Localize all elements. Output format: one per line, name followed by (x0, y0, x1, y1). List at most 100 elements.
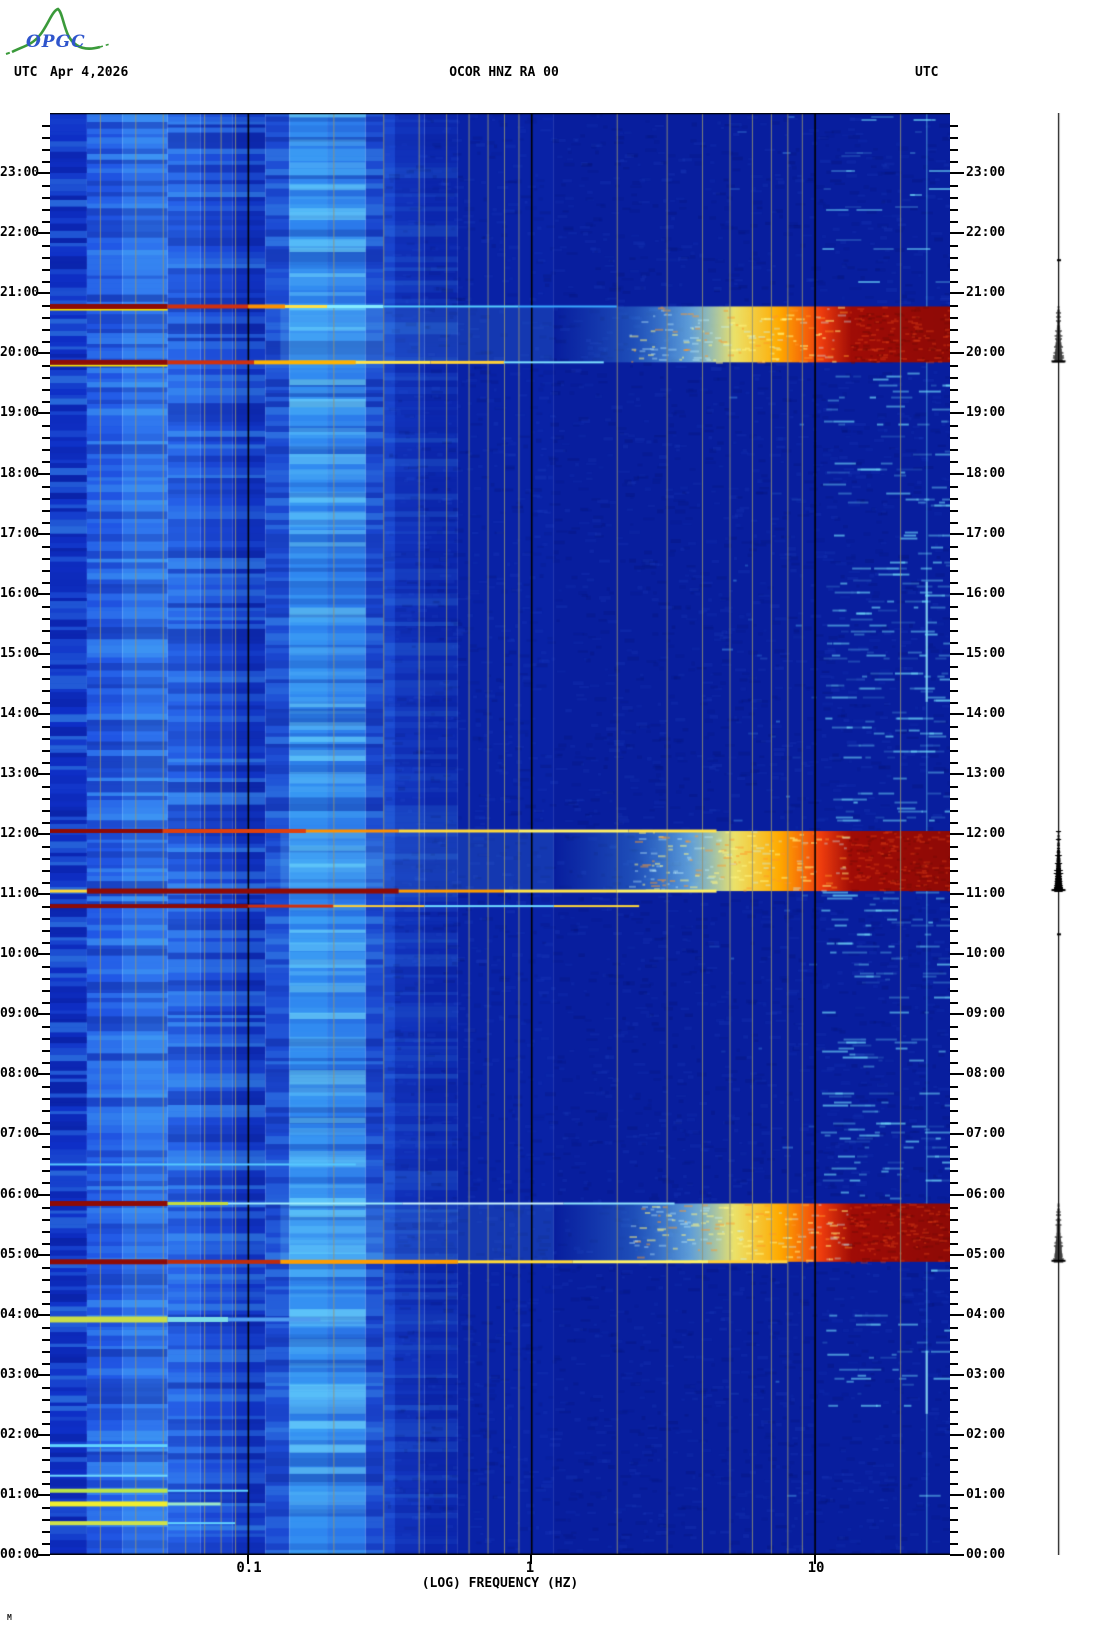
hour-label-right: 14:00 (966, 705, 1006, 721)
hour-label-right: 17:00 (966, 525, 1006, 541)
minor-tick-right (950, 1062, 958, 1065)
date-label: Apr 4,2026 (50, 65, 129, 80)
hour-tick-left (36, 1133, 50, 1136)
hour-tick-right (950, 893, 964, 896)
minor-tick-right (950, 1530, 958, 1533)
hour-tick-right (950, 472, 964, 475)
minor-tick-right (950, 797, 958, 800)
hour-label-left: 06:00 (0, 1186, 40, 1202)
hour-label-right: 18:00 (966, 465, 1006, 481)
hour-tick-left (36, 1373, 50, 1376)
minor-tick-right (950, 966, 958, 969)
hour-label-right: 03:00 (966, 1366, 1006, 1382)
minor-tick-left (42, 725, 50, 728)
minor-tick-right (950, 1110, 958, 1113)
hour-tick-left (36, 412, 50, 415)
minor-tick-right (950, 221, 958, 224)
minor-tick-left (42, 245, 50, 248)
minor-tick-right (950, 161, 958, 164)
minor-tick-left (42, 846, 50, 849)
hour-tick-left (36, 532, 50, 535)
minor-tick-right (950, 930, 958, 933)
minor-tick-left (42, 1410, 50, 1413)
minor-tick-left (42, 858, 50, 861)
minor-tick-left (42, 761, 50, 764)
minor-tick-left (42, 918, 50, 921)
hour-tick-right (950, 1013, 964, 1016)
minor-tick-right (950, 1542, 958, 1545)
minor-tick-left (42, 281, 50, 284)
hour-label-left: 17:00 (0, 525, 40, 541)
hour-label-left: 15:00 (0, 645, 40, 661)
minor-tick-left (42, 581, 50, 584)
minor-tick-right (950, 1098, 958, 1101)
minor-tick-right (950, 821, 958, 824)
corner-mark: M (7, 1613, 12, 1622)
minor-tick-left (42, 1182, 50, 1185)
minor-tick-right (950, 1218, 958, 1221)
minor-tick-left (42, 137, 50, 140)
minor-tick-right (950, 737, 958, 740)
minor-tick-left (42, 1026, 50, 1029)
minor-tick-left (42, 257, 50, 260)
minor-tick-right (950, 906, 958, 909)
hour-label-left: 04:00 (0, 1306, 40, 1322)
minor-tick-right (950, 1290, 958, 1293)
hour-label-right: 04:00 (966, 1306, 1006, 1322)
minor-tick-left (42, 569, 50, 572)
minor-tick-left (42, 401, 50, 404)
minor-tick-left (42, 425, 50, 428)
minor-tick-right (950, 942, 958, 945)
minor-tick-right (950, 641, 958, 644)
hour-label-left: 03:00 (0, 1366, 40, 1382)
minor-tick-left (42, 1458, 50, 1461)
minor-tick-right (950, 1266, 958, 1269)
minor-tick-left (42, 605, 50, 608)
hour-tick-left (36, 172, 50, 175)
minor-tick-right (950, 617, 958, 620)
minor-tick-right (950, 1230, 958, 1233)
hour-label-left: 01:00 (0, 1486, 40, 1502)
minor-tick-left (42, 1530, 50, 1533)
minor-tick-right (950, 870, 958, 873)
minor-tick-right (950, 846, 958, 849)
minor-tick-left (42, 1038, 50, 1041)
hour-label-left: 20:00 (0, 345, 40, 361)
minor-tick-right (950, 1422, 958, 1425)
logo-dash-right (99, 43, 111, 48)
minor-tick-left (42, 737, 50, 740)
hour-tick-right (950, 1373, 964, 1376)
hour-tick-left (36, 772, 50, 775)
minor-tick-left (42, 557, 50, 560)
minor-tick-right (950, 665, 958, 668)
minor-tick-left (42, 1158, 50, 1161)
plot-title: OCOR HNZ RA 00 (449, 65, 559, 80)
minor-tick-right (950, 1458, 958, 1461)
hour-tick-right (950, 833, 964, 835)
minor-tick-left (42, 677, 50, 680)
minor-tick-left (42, 449, 50, 452)
minor-tick-left (42, 1206, 50, 1209)
minor-tick-left (42, 389, 50, 392)
minor-tick-left (42, 1002, 50, 1005)
hour-tick-right (950, 1253, 964, 1256)
hour-tick-right (950, 232, 964, 235)
minor-tick-right (950, 1518, 958, 1521)
minor-tick-left (42, 1290, 50, 1293)
hour-label-left: 21:00 (0, 285, 40, 301)
hour-tick-left (36, 1013, 50, 1016)
minor-tick-left (42, 1146, 50, 1149)
minor-tick-right (950, 761, 958, 764)
minor-tick-right (950, 1506, 958, 1509)
minor-tick-right (950, 1470, 958, 1473)
hour-tick-right (950, 412, 964, 415)
hour-tick-right (950, 652, 964, 655)
utc-label-right: UTC (915, 65, 939, 80)
hour-tick-left (36, 1193, 50, 1196)
hour-label-right: 07:00 (966, 1126, 1006, 1142)
minor-tick-left (42, 1338, 50, 1341)
minor-tick-right (950, 125, 958, 128)
minor-tick-right (950, 809, 958, 812)
minor-tick-right (950, 365, 958, 368)
minor-tick-right (950, 1362, 958, 1365)
